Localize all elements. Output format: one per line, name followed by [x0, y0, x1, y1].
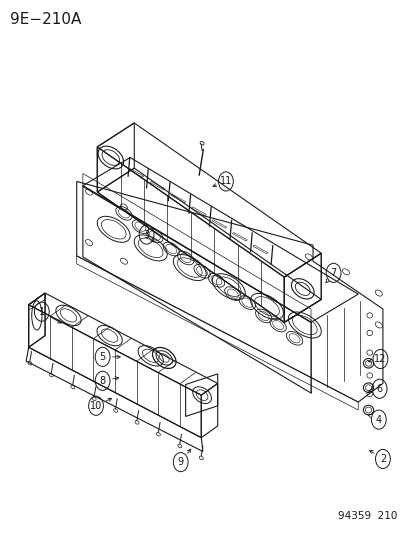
Text: 1: 1	[39, 306, 45, 317]
Text: 7: 7	[330, 268, 336, 278]
Text: 6: 6	[376, 384, 382, 394]
Text: 8: 8	[99, 376, 105, 386]
Text: 2: 2	[379, 454, 385, 464]
Text: 10: 10	[90, 401, 102, 411]
Text: 4: 4	[375, 415, 381, 425]
Text: 3: 3	[143, 230, 149, 240]
Text: 94359  210: 94359 210	[337, 511, 396, 521]
Text: 9: 9	[177, 457, 183, 467]
Text: 11: 11	[219, 176, 231, 187]
Text: 12: 12	[373, 354, 386, 364]
Text: 9E−210A: 9E−210A	[10, 12, 81, 27]
Text: 5: 5	[99, 352, 105, 362]
